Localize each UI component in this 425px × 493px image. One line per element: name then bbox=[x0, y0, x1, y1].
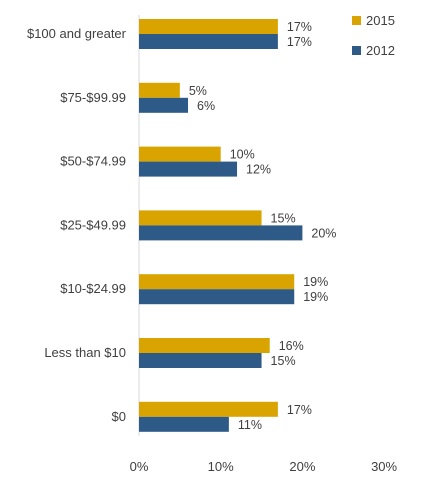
legend-label-2012: 2012 bbox=[366, 43, 395, 58]
data-label-2012-less-than-10: 15% bbox=[271, 354, 296, 368]
data-label-2015-0: 17% bbox=[287, 403, 312, 417]
x-tick-label-20: 20% bbox=[289, 459, 315, 474]
legend: 2015 2012 bbox=[352, 13, 395, 58]
data-label-2012-100-and-greater: 17% bbox=[287, 35, 312, 49]
data-label-2015-less-than-10: 16% bbox=[279, 339, 304, 353]
bar-2012-less-than-10 bbox=[139, 353, 262, 368]
bar-2012-50-74-99 bbox=[139, 161, 238, 177]
bar-2015-75-99-99 bbox=[139, 82, 180, 98]
bar-2015-100-and-greater bbox=[139, 19, 278, 34]
category-label-50-74-99: $50-$74.99 bbox=[60, 154, 126, 169]
legend-swatch-2012 bbox=[352, 46, 361, 55]
bar-2015-50-74-99 bbox=[139, 146, 221, 162]
x-tick-label-30: 30% bbox=[371, 459, 397, 474]
data-label-2012-10-24-99: 19% bbox=[303, 290, 328, 304]
bar-2012-0 bbox=[139, 416, 229, 432]
data-label-2012-75-99-99: 6% bbox=[197, 99, 215, 113]
bar-2015-10-24-99 bbox=[139, 274, 295, 290]
bar-2012-10-24-99 bbox=[139, 289, 295, 305]
data-label-2015-25-49-99: 15% bbox=[271, 211, 296, 225]
bar-2015-0 bbox=[139, 401, 278, 417]
x-tick-label-10: 10% bbox=[208, 459, 234, 474]
bar-2012-25-49-99 bbox=[139, 225, 303, 241]
legend-swatch-2015 bbox=[352, 16, 361, 25]
category-label-10-24-99: $10-$24.99 bbox=[60, 281, 126, 296]
category-label-25-49-99: $25-$49.99 bbox=[60, 217, 126, 232]
bar-2012-75-99-99 bbox=[139, 97, 189, 113]
data-label-2015-100-and-greater: 17% bbox=[287, 20, 312, 34]
data-label-2015-75-99-99: 5% bbox=[189, 84, 207, 98]
bar-2012-100-and-greater bbox=[139, 34, 278, 49]
category-label-100-and-greater: $100 and greater bbox=[27, 26, 127, 41]
category-label-75-99-99: $75-$99.99 bbox=[60, 90, 126, 105]
legend-label-2015: 2015 bbox=[366, 13, 395, 28]
labels-layer: $100 and greater 17%17%$75-$99.99 5%6%$50-… bbox=[27, 20, 336, 432]
bar-2015-less-than-10 bbox=[139, 338, 270, 353]
category-label-0: $0 bbox=[112, 409, 126, 424]
bars-layer bbox=[139, 19, 303, 432]
data-label-2015-50-74-99: 10% bbox=[230, 148, 255, 162]
data-label-2012-25-49-99: 20% bbox=[311, 226, 336, 240]
x-tick-label-0: 0% bbox=[130, 459, 149, 474]
data-label-2012-0: 11% bbox=[238, 418, 262, 432]
data-label-2012-50-74-99: 12% bbox=[246, 163, 271, 177]
category-label-less-than-10: Less than $10 bbox=[44, 345, 126, 360]
data-label-2015-10-24-99: 19% bbox=[303, 275, 328, 289]
bar-2015-25-49-99 bbox=[139, 210, 262, 226]
